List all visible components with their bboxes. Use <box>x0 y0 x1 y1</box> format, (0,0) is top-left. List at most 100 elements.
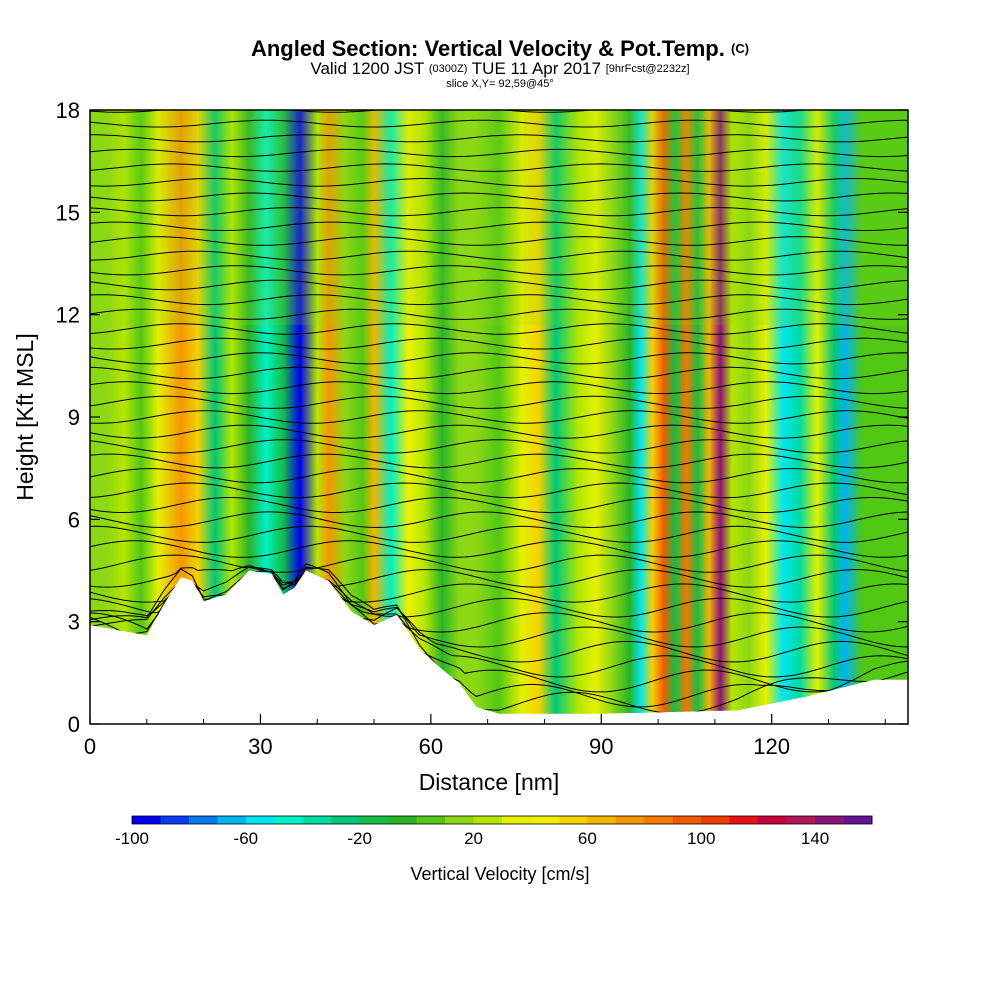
axes: 0 30 60 90 120 0 3 6 9 12 15 18 Distance [nm] Height … <box>12 98 908 795</box>
colorbar-frame <box>131 815 873 825</box>
colorbar-swatch <box>701 816 731 824</box>
plot-area <box>90 110 908 724</box>
colorbar-swatch <box>416 816 446 824</box>
chart-title-text: Angled Section: Vertical Velocity & Pot.… <box>250 36 725 61</box>
theta-contours <box>90 110 908 715</box>
x-tick-label: 0 <box>84 734 96 759</box>
valid-prefix: Valid 1200 JST <box>310 59 425 78</box>
colorbar-swatch <box>245 816 275 824</box>
theta-contour-line <box>90 221 908 231</box>
slice-info: slice X,Y= 92,59@45° <box>446 78 554 90</box>
x-tick-label: 60 <box>419 734 443 759</box>
colorbar-swatch <box>132 816 161 824</box>
theta-contour-line <box>90 134 908 143</box>
y-tick-label: 18 <box>56 98 80 123</box>
chart-title-unit: (C) <box>731 41 750 56</box>
colorbar-swatch <box>758 816 788 824</box>
colorbar-tick-label: -100 <box>115 829 149 848</box>
terrain-mask <box>90 570 908 724</box>
theta-contour-line <box>90 572 908 678</box>
theta-contour-line <box>90 564 908 588</box>
theta-contour-line <box>90 352 908 365</box>
colorbar-swatch <box>331 816 361 824</box>
colorbar-swatch <box>445 816 474 824</box>
theta-contour-line <box>90 308 908 320</box>
theta-contour-line <box>90 439 908 454</box>
colorbar-swatch <box>843 816 873 824</box>
valid-zulu: (0300Z) <box>428 63 468 75</box>
valid-date: TUE 11 Apr 2017 <box>471 59 601 78</box>
y-axis-label: Height [Kft MSL] <box>12 333 38 500</box>
colorbar-swatch <box>729 816 759 824</box>
y-tick-label: 15 <box>56 200 80 225</box>
colorbar-swatch <box>615 816 645 824</box>
colorbar-swatch <box>502 816 531 824</box>
theta-contour-line <box>90 366 908 380</box>
theta-contour-line <box>90 540 908 558</box>
theta-contour-line <box>90 381 908 395</box>
theta-contour-line <box>90 337 908 350</box>
x-tick-label: 30 <box>248 734 272 759</box>
colorbar-tick-label: -20 <box>347 829 372 848</box>
colorbar-swatch <box>473 816 503 824</box>
colorbar-swatch <box>530 816 560 824</box>
colorbar-tick-label: 140 <box>801 829 829 848</box>
theta-contour-line <box>90 395 908 409</box>
theta-contour-line <box>90 279 908 291</box>
colorbar-tick-label: 20 <box>464 829 483 848</box>
upper-level-tint <box>90 110 908 325</box>
colorbar-swatch <box>274 816 304 824</box>
colorbar-tick-label: -60 <box>234 829 259 848</box>
colorbar-swatch <box>558 816 588 824</box>
x-tick-label: 90 <box>589 734 613 759</box>
colorbar-swatch <box>388 816 418 824</box>
theta-contour-line <box>90 148 908 158</box>
y-tick-label: 12 <box>56 303 80 328</box>
x-tick-label: 120 <box>753 734 790 759</box>
theta-contour-line <box>90 192 908 202</box>
colorbar-swatch <box>587 816 617 824</box>
colorbar-title: Vertical Velocity [cm/s] <box>410 864 589 884</box>
chart-title: Angled Section: Vertical Velocity & Pot.… <box>0 36 1000 62</box>
theta-contour-line <box>90 468 908 484</box>
theta-contour-line <box>90 410 908 424</box>
theta-contour-line <box>90 119 908 128</box>
colorbar-swatch <box>786 816 816 824</box>
colorbar-swatch <box>815 816 844 824</box>
theta-contour-line <box>90 566 908 603</box>
colorbar-swatch <box>160 816 190 824</box>
x-axis-label: Distance [nm] <box>419 769 560 795</box>
colorbar-tick-label: 60 <box>578 829 597 848</box>
theta-contour-line <box>90 554 908 573</box>
theta-contour-line <box>90 265 908 276</box>
theta-contour-line <box>90 323 908 335</box>
y-tick-label: 0 <box>68 712 80 737</box>
colorbar-swatch <box>359 816 389 824</box>
y-tick-label: 9 <box>68 405 80 430</box>
theta-contour-line <box>90 497 908 514</box>
colorbar-swatch <box>302 816 332 824</box>
theta-contour-line <box>90 163 908 172</box>
theta-contour-line <box>90 482 908 499</box>
y-tick-label: 6 <box>68 507 80 532</box>
y-tick-label: 3 <box>68 610 80 635</box>
colorbar-swatch <box>644 816 674 824</box>
valid-time-line: Valid 1200 JST (0300Z) TUE 11 Apr 2017 [… <box>0 60 1000 78</box>
colorbar-swatch <box>217 816 247 824</box>
theta-contour-line <box>90 511 908 529</box>
theta-contour-line <box>90 178 908 187</box>
theta-contour-line <box>90 424 908 439</box>
theta-contour-line <box>90 294 908 306</box>
theta-contour-line <box>90 250 908 261</box>
theta-contour-line <box>90 207 908 217</box>
colorbar: -100 -60 -20 20 60 100 140 Vertical Velocity [c… <box>115 815 873 884</box>
theta-contour-line <box>90 453 908 469</box>
forecast-info: [9hrFcst@2232z] <box>605 63 690 75</box>
colorbar-tick-label: 100 <box>687 829 715 848</box>
colorbar-swatch <box>188 816 218 824</box>
theta-contour-line <box>90 110 811 113</box>
colorbar-swatch <box>672 816 702 824</box>
theta-contour-line <box>90 525 908 543</box>
theta-contour-line <box>90 236 908 246</box>
